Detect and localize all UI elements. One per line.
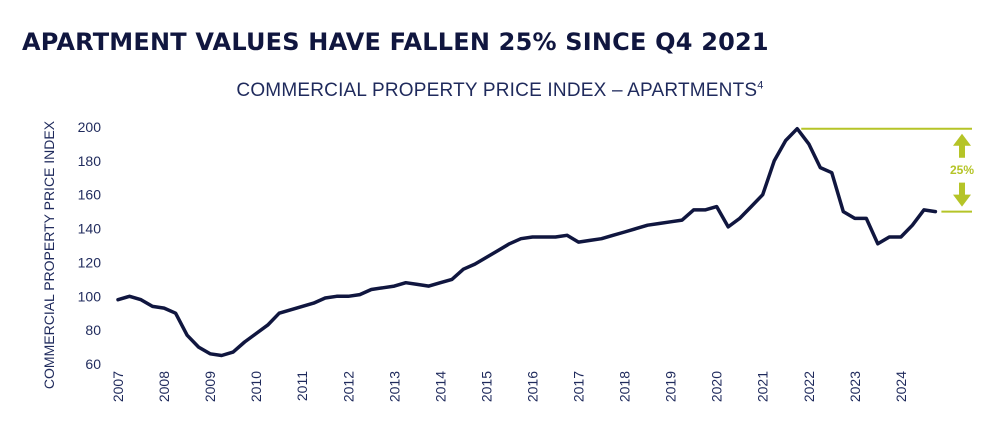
x-tick-label: 2011 bbox=[294, 371, 310, 401]
x-tick-label: 2016 bbox=[524, 371, 540, 402]
x-tick-label: 2008 bbox=[156, 371, 172, 402]
x-tick-label: 2024 bbox=[893, 371, 909, 402]
y-tick-label: 80 bbox=[85, 322, 101, 338]
chart-title-text: COMMERCIAL PROPERTY PRICE INDEX – APARTM… bbox=[236, 80, 758, 101]
chart-title-footnote: 4 bbox=[757, 79, 764, 92]
series-line bbox=[116, 126, 938, 358]
change-annotation: 25% bbox=[801, 127, 974, 213]
x-tick-label: 2017 bbox=[571, 371, 587, 402]
plot-area bbox=[116, 126, 938, 358]
x-tick-label: 2022 bbox=[801, 371, 817, 402]
x-tick-label: 2015 bbox=[478, 371, 494, 402]
x-tick-label: 2009 bbox=[202, 371, 218, 402]
x-tick-label: 2018 bbox=[617, 371, 633, 402]
up-arrow bbox=[953, 133, 971, 158]
x-tick-label: 2014 bbox=[432, 371, 448, 402]
y-tick-label: 120 bbox=[78, 254, 102, 270]
x-tick-label: 2021 bbox=[755, 371, 771, 402]
y-axis-title: COMMERCIAL PROPERTY PRICE INDEX bbox=[41, 120, 57, 389]
x-tick-label: 2020 bbox=[709, 371, 725, 402]
x-tick-labels: 2007 2008 2009 2010 2011 2012 2013 2014 2015 2016… bbox=[110, 371, 909, 402]
x-tick-label: 2023 bbox=[847, 371, 863, 402]
y-tick-label: 100 bbox=[78, 288, 102, 304]
y-tick-label: 60 bbox=[85, 356, 101, 372]
change-label: 25% bbox=[950, 163, 974, 177]
y-tick-label: 180 bbox=[78, 153, 102, 169]
chart-title: COMMERCIAL PROPERTY PRICE INDEX – APARTM… bbox=[0, 80, 1000, 102]
down-arrow bbox=[953, 182, 971, 207]
y-tick-labels: 60 80 100 120 140 160 180 200 bbox=[78, 119, 102, 372]
x-tick-label: 2019 bbox=[663, 371, 679, 402]
x-tick-label: 2012 bbox=[340, 371, 356, 402]
y-axis-title-group: COMMERCIAL PROPERTY PRICE INDEX bbox=[41, 120, 57, 389]
x-tick-label: 2013 bbox=[386, 371, 402, 402]
x-tick-label: 2007 bbox=[110, 371, 126, 402]
y-tick-label: 160 bbox=[78, 187, 102, 203]
y-tick-label: 200 bbox=[78, 119, 102, 135]
x-tick-label: 2010 bbox=[248, 371, 264, 402]
headline: APARTMENT VALUES HAVE FALLEN 25% SINCE Q… bbox=[22, 28, 769, 56]
y-tick-label: 140 bbox=[78, 221, 102, 237]
